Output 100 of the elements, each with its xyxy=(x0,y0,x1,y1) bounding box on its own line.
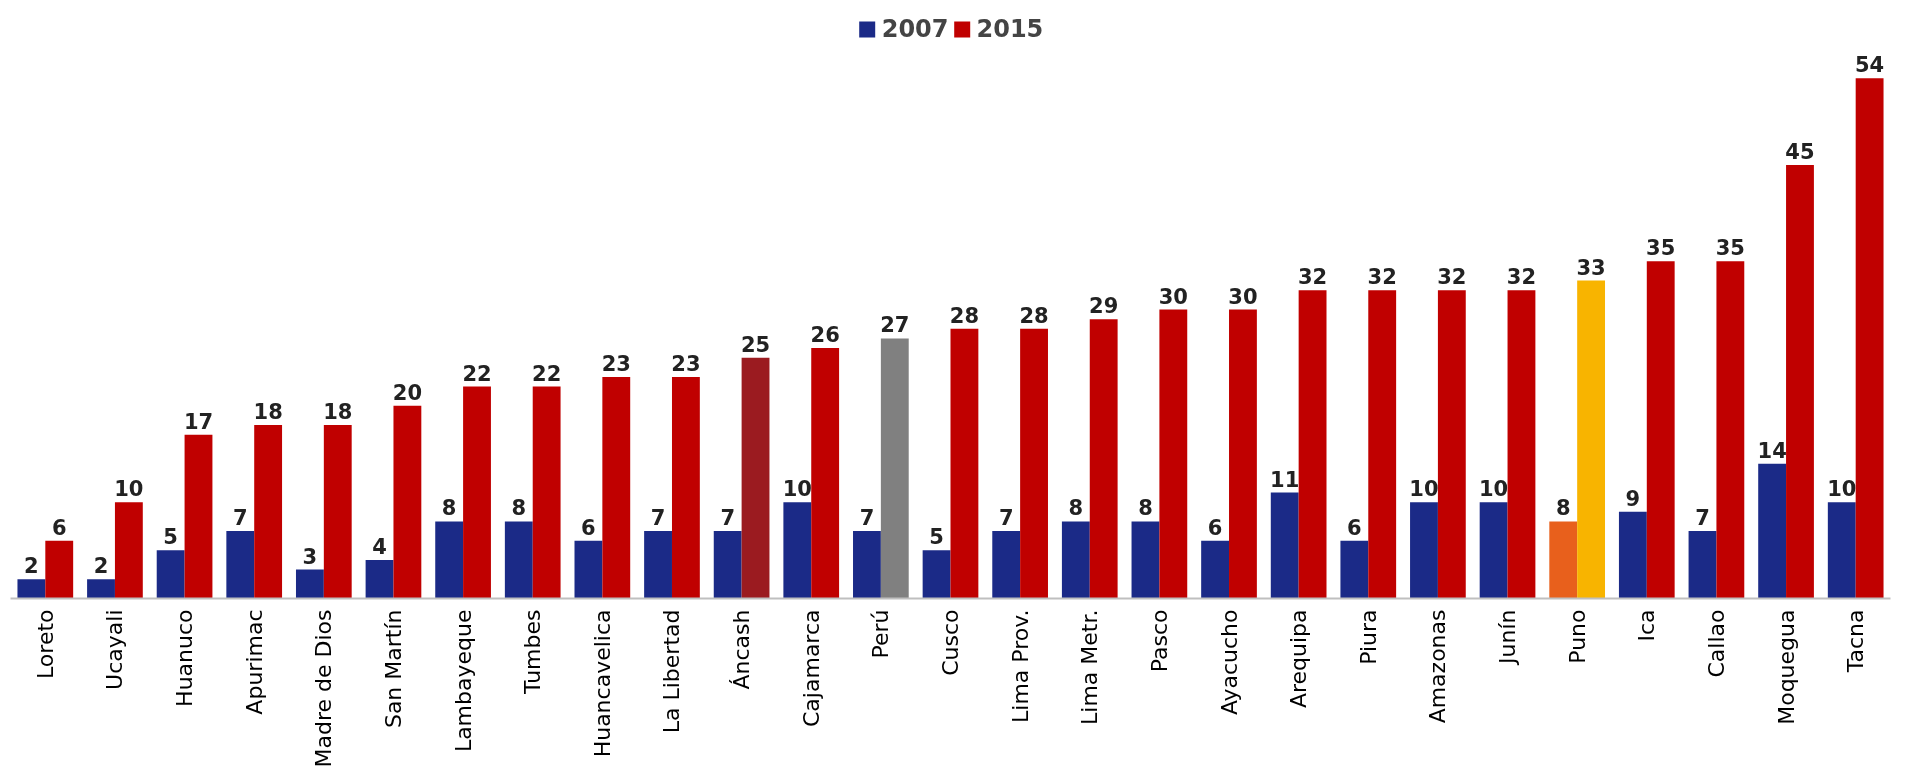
data-label: 3 xyxy=(302,544,318,569)
x-tick-label: Perú xyxy=(868,609,894,659)
data-label: 23 xyxy=(671,351,701,376)
bar xyxy=(1159,309,1188,599)
bar xyxy=(17,579,46,599)
bar xyxy=(1298,290,1327,599)
data-label: 8 xyxy=(1555,496,1571,521)
data-label: 18 xyxy=(253,400,283,425)
x-tick-label: Tacna xyxy=(1843,609,1869,674)
bar xyxy=(254,425,283,599)
data-label: 28 xyxy=(949,303,980,328)
bar xyxy=(1229,309,1257,599)
bar xyxy=(853,531,881,599)
data-label: 6 xyxy=(51,515,67,540)
data-label: 2 xyxy=(93,554,109,579)
x-tick-label: Huanuco xyxy=(172,609,198,707)
data-label: 10 xyxy=(1827,477,1857,502)
bar xyxy=(741,357,770,599)
data-label: 30 xyxy=(1158,284,1188,309)
x-tick-label: Cajamarca xyxy=(798,609,824,727)
data-label: 32 xyxy=(1367,265,1397,290)
data-label: 25 xyxy=(740,332,771,357)
x-tick-label: Piura xyxy=(1355,609,1381,665)
data-label: 17 xyxy=(183,409,214,434)
bar xyxy=(1549,521,1578,599)
data-label: 5 xyxy=(163,525,178,550)
data-label: 33 xyxy=(1576,255,1606,280)
bar xyxy=(1827,502,1856,599)
data-label: 35 xyxy=(1646,236,1676,261)
bar xyxy=(1201,540,1230,599)
x-tick-label: Ucayali xyxy=(102,609,128,690)
data-label: 32 xyxy=(1506,265,1537,290)
x-tick-label: La Libertad xyxy=(659,609,685,734)
bar xyxy=(365,559,394,599)
bar xyxy=(1786,165,1814,599)
bar xyxy=(1577,280,1606,599)
x-tick-label: Lambayeque xyxy=(450,609,476,753)
data-label: 29 xyxy=(1089,294,1119,319)
data-label: 22 xyxy=(462,361,492,386)
x-tick-label: Callao xyxy=(1703,609,1729,678)
data-label: 7 xyxy=(650,506,666,531)
x-tick-label: Áncash xyxy=(729,609,755,690)
data-label: 6 xyxy=(1207,515,1223,540)
bar xyxy=(922,550,951,599)
data-label: 45 xyxy=(1785,140,1815,165)
bar xyxy=(1131,521,1160,599)
data-label: 6 xyxy=(581,515,596,540)
bar xyxy=(532,386,561,599)
data-label: 7 xyxy=(859,506,875,531)
x-tick-label: Lima Metr. xyxy=(1077,609,1103,725)
bar xyxy=(950,328,979,599)
data-label: 10 xyxy=(1409,477,1439,502)
x-tick-label: Loreto xyxy=(32,609,58,680)
bar xyxy=(880,338,909,599)
data-label: 11 xyxy=(1270,467,1300,492)
data-label: 30 xyxy=(1228,284,1258,309)
bar xyxy=(1716,261,1745,599)
data-label: 26 xyxy=(810,323,840,348)
bar xyxy=(783,502,812,599)
legend-label: 2015 xyxy=(976,15,1044,43)
bar xyxy=(1270,492,1299,599)
x-tick-label: Moquegua xyxy=(1773,609,1799,725)
bar xyxy=(671,376,700,599)
bar xyxy=(1020,328,1048,599)
bar xyxy=(295,569,324,599)
data-label: 23 xyxy=(601,351,631,376)
data-label: 8 xyxy=(441,496,457,521)
bar xyxy=(87,579,115,599)
data-label: 8 xyxy=(1068,496,1084,521)
x-tick-label: Madre de Dios xyxy=(311,609,337,768)
x-tick-label: Lima Prov. xyxy=(1007,609,1033,723)
data-label: 10 xyxy=(1479,477,1509,502)
bar xyxy=(504,521,533,599)
data-label: 5 xyxy=(929,525,944,550)
bar xyxy=(156,550,185,599)
bar xyxy=(713,531,742,599)
bar xyxy=(1646,261,1675,599)
data-label: 7 xyxy=(1695,506,1710,531)
data-label: 22 xyxy=(532,361,562,386)
bar xyxy=(992,531,1021,599)
bar xyxy=(184,434,213,599)
bar xyxy=(463,386,491,599)
bar xyxy=(1688,531,1717,599)
x-tick-label: Ayacucho xyxy=(1216,609,1242,716)
bar xyxy=(1758,463,1787,599)
data-label: 9 xyxy=(1625,486,1641,511)
x-tick-label: Tumbes xyxy=(520,609,546,695)
bar xyxy=(1479,502,1508,599)
bar xyxy=(435,521,464,599)
data-label: 7 xyxy=(720,506,735,531)
data-label: 32 xyxy=(1297,265,1328,290)
x-tick-label: Huancavelica xyxy=(589,609,615,758)
bar xyxy=(1507,290,1536,599)
data-label: 35 xyxy=(1715,236,1745,261)
bar xyxy=(226,531,255,599)
x-tick-label: Cusco xyxy=(938,609,963,676)
data-label: 10 xyxy=(114,477,144,502)
bar xyxy=(1340,540,1369,599)
x-tick-label: San Martín xyxy=(380,609,406,729)
x-tick-label: Puno xyxy=(1564,609,1590,664)
